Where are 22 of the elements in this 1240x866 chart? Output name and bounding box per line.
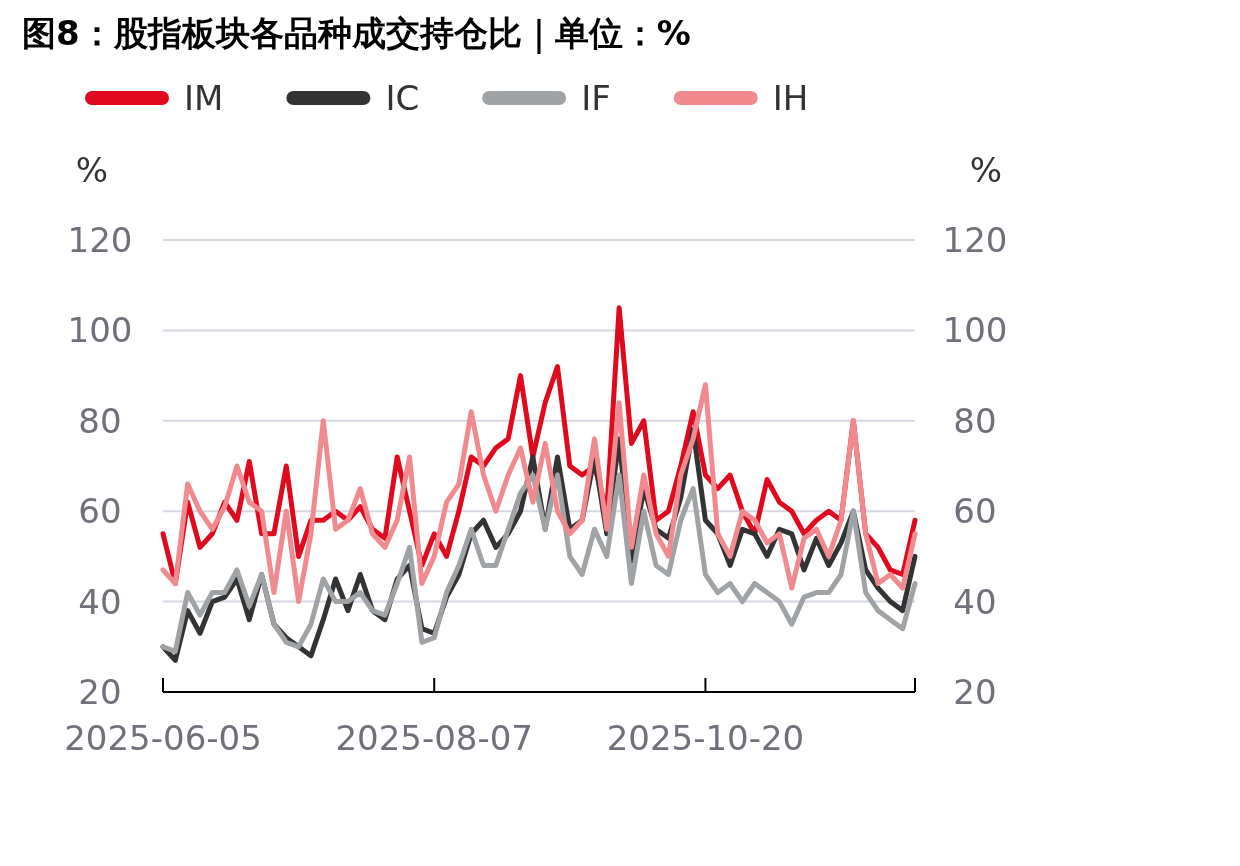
y2-tick-label: 20 [953,672,997,712]
legend-label: IC [385,78,420,118]
y2-axis-title: % [969,150,1003,190]
y-tick-label: 40 [78,581,122,622]
y2-tick-label: 40 [953,581,997,622]
x-tick-label: 2025-06-05 [64,718,262,758]
y2-tick-label: 60 [953,491,997,532]
y-tick-label: 80 [78,400,122,441]
y-axis-title: % [75,150,109,190]
legend-label: IF [581,78,611,118]
legend-label: IH [772,78,809,118]
x-tick-label: 2025-08-07 [335,718,534,758]
chart-title: 图8：股指板块各品种成交持仓比｜单位：% [22,13,691,55]
y2-tick-label: 80 [953,400,997,441]
legend-label: IM [184,78,224,118]
y2-tick-label: 100 [942,310,1008,351]
y-tick-label: 60 [78,491,122,532]
x-tick-label: 2025-10-20 [606,718,805,758]
y-tick-label: 100 [67,310,133,351]
y2-tick-label: 120 [942,220,1008,260]
y-tick-label: 120 [67,220,133,260]
y-tick-label: 20 [78,672,122,712]
